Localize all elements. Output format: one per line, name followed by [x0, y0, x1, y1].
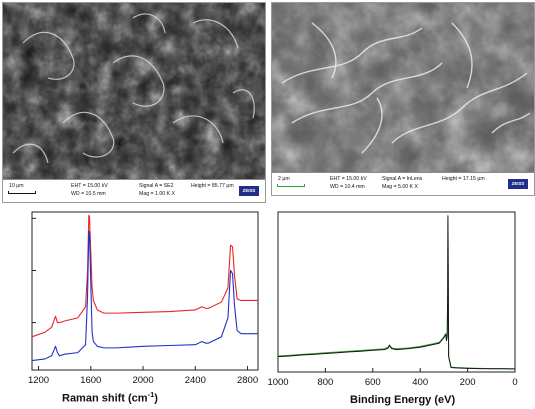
sem-image-right: 2 µm EHT = 15.00 kV WD = 10.4 mm Signal … [271, 2, 535, 196]
scale-bar-label: 2 µm [278, 176, 290, 182]
x-tick-label: 2800 [237, 375, 258, 386]
mag-value: Mag = 1.00 K X [139, 191, 175, 197]
x-tick-label: 200 [460, 377, 476, 388]
scale-bar [277, 184, 305, 187]
x-tick-label: 600 [365, 377, 381, 388]
raman-spectrum-panel: 1200 1600 2000 2400 2800 Raman shift (cm-1) [0, 208, 268, 409]
sem-info-bar-left: 10 µm EHT = 15.00 kV WD = 10.5 mm Signal… [3, 179, 265, 202]
eht-value: EHT = 15.00 kV [330, 176, 367, 182]
raman-x-axis-title: Raman shift (cm-1) [62, 390, 158, 405]
xps-survey-panel: 1000 800 600 400 200 0 Binding Energy (eV) [267, 208, 535, 409]
series-line-1 [31, 214, 258, 338]
series-line-1 [277, 214, 516, 370]
x-tick-label: 0 [512, 377, 517, 388]
wd-value: WD = 10.5 mm [71, 191, 106, 197]
x-tick-label: 1000 [268, 377, 289, 388]
series-line-2 [31, 230, 258, 362]
height-value: Height = 85.77 µm [191, 183, 234, 189]
x-tick-label: 400 [412, 377, 428, 388]
plot-frame [31, 211, 259, 371]
height-value: Height = 17.15 µm [442, 176, 485, 182]
mag-value: Mag = 5.00 K X [382, 184, 418, 190]
wd-value: WD = 10.4 mm [330, 184, 365, 190]
sem-info-bar-right: 2 µm EHT = 15.00 kV WD = 10.4 mm Signal … [272, 172, 534, 195]
raman-spectrum-chart: 1200 1600 2000 2400 2800 [28, 211, 259, 386]
xps-survey-chart: 1000 800 600 400 200 0 [267, 211, 518, 388]
signal-value: Signal A = InLens [382, 176, 423, 182]
x-tick-label: 1600 [80, 375, 101, 386]
zeiss-logo: ZEISS [239, 186, 259, 196]
signal-value: Signal A = SE2 [139, 183, 174, 189]
sem-micrograph-left [3, 3, 265, 179]
scale-bar-label: 10 µm [9, 183, 24, 189]
xps-x-axis-title: Binding Energy (eV) [350, 394, 456, 406]
x-tick-label: 800 [317, 377, 333, 388]
x-tick-label: 2000 [132, 375, 153, 386]
plot-frame [277, 211, 516, 373]
x-tick-label: 1200 [28, 375, 49, 386]
sem-micrograph-right [272, 3, 534, 173]
sem-image-left: 10 µm EHT = 15.00 kV WD = 10.5 mm Signal… [2, 2, 266, 203]
eht-value: EHT = 15.00 kV [71, 183, 108, 189]
zeiss-logo: ZEISS [508, 179, 528, 189]
x-tick-label: 2400 [185, 375, 206, 386]
scale-bar [8, 191, 36, 194]
series-line-2 [277, 216, 516, 370]
